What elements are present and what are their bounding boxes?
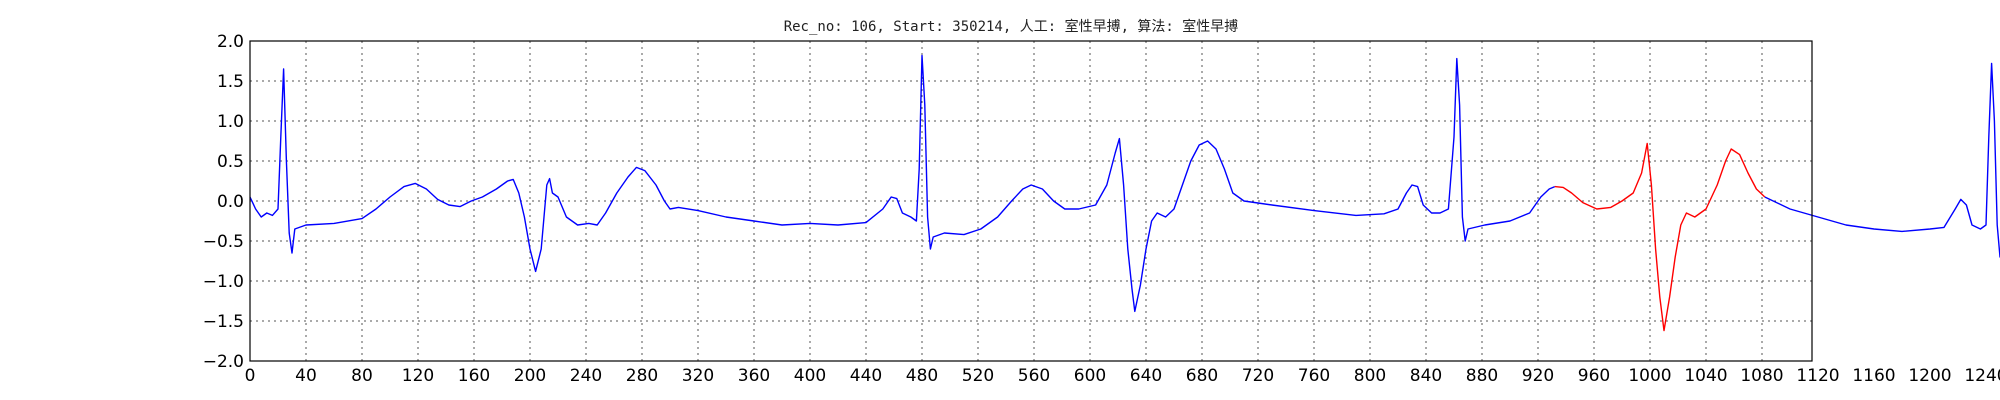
y-tick-label: −1.5 xyxy=(203,312,244,332)
y-tick-label: −2.0 xyxy=(203,352,244,372)
x-tick-label: 640 xyxy=(1130,366,1162,386)
x-tick-label: 760 xyxy=(1298,366,1330,386)
x-axis: 0 40 80 120 160 200 240 280 320 360 400 440 480 520 56… xyxy=(245,366,2000,386)
x-tick-label: 0 xyxy=(245,366,256,386)
ecg-series-line-1 xyxy=(249,54,1556,313)
x-tick-label: 880 xyxy=(1466,366,1498,386)
x-tick-label: 720 xyxy=(1242,366,1274,386)
ecg-series-line-3 xyxy=(1764,62,2000,258)
x-tick-label: 1040 xyxy=(1684,366,1727,386)
x-tick-label: 320 xyxy=(682,366,714,386)
x-tick-label: 200 xyxy=(514,366,546,386)
y-tick-label: 0.5 xyxy=(217,152,244,172)
x-tick-label: 400 xyxy=(794,366,826,386)
x-tick-label: 920 xyxy=(1522,366,1554,386)
y-tick-label: −1.0 xyxy=(203,272,244,292)
grid xyxy=(250,41,1812,361)
x-tick-label: 560 xyxy=(1018,366,1050,386)
x-tick-label: 1120 xyxy=(1796,366,1839,386)
x-tick-label: 840 xyxy=(1410,366,1442,386)
x-tick-label: 240 xyxy=(570,366,602,386)
y-tick-label: 2.0 xyxy=(217,32,244,52)
x-tick-label: 480 xyxy=(906,366,938,386)
x-tick-label: 1080 xyxy=(1740,366,1783,386)
x-tick-label: 120 xyxy=(402,366,434,386)
x-tick-label: 680 xyxy=(1186,366,1218,386)
y-axis: −2.0 −1.5 −1.0 −0.5 0.0 0.5 1.0 1.5 2.0 xyxy=(203,32,244,372)
x-tick-label: 1160 xyxy=(1852,366,1895,386)
x-tick-label: 1240 xyxy=(1964,366,2000,386)
series-layer xyxy=(249,54,2000,332)
x-tick-label: 280 xyxy=(626,366,658,386)
plot-frame xyxy=(249,40,1813,362)
x-tick-label: 1200 xyxy=(1908,366,1951,386)
x-tick-label: 160 xyxy=(458,366,490,386)
x-tick-label: 1000 xyxy=(1628,366,1671,386)
x-tick-label: 40 xyxy=(295,366,317,386)
chart-title: Rec_no: 106, Start: 350214, 人工: 室性早搏, 算法… xyxy=(784,18,1239,35)
x-tick-label: 960 xyxy=(1578,366,1610,386)
x-tick-label: 800 xyxy=(1354,366,1386,386)
x-tick-label: 80 xyxy=(351,366,373,386)
y-tick-label: −0.5 xyxy=(203,232,244,252)
x-tick-label: 600 xyxy=(1074,366,1106,386)
x-tick-label: 360 xyxy=(738,366,770,386)
y-tick-label: 1.0 xyxy=(217,112,244,132)
y-tick-label: 0.0 xyxy=(217,192,244,212)
x-tick-label: 520 xyxy=(962,366,994,386)
ecg-series-line-2 xyxy=(1554,142,1766,332)
y-tick-label: 1.5 xyxy=(217,72,244,92)
x-tick-label: 440 xyxy=(850,366,882,386)
